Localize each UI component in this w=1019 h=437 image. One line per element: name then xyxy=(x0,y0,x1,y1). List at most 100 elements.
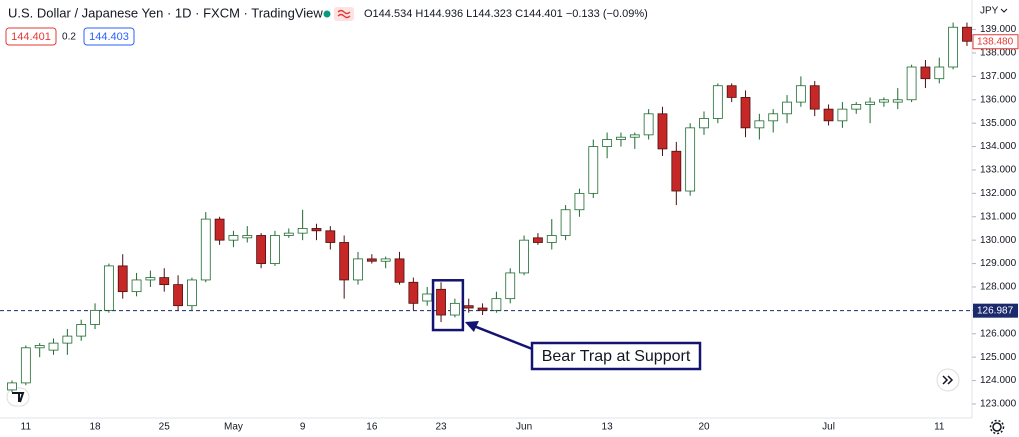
candle-body xyxy=(962,26,972,42)
x-tick-label: 20 xyxy=(698,422,710,433)
y-tick-label: 126.000 xyxy=(980,328,1017,339)
candle-body xyxy=(726,85,737,98)
ask-price[interactable]: 144.403 xyxy=(89,31,129,43)
candle-body xyxy=(671,150,682,192)
candle-body xyxy=(795,85,806,103)
candle-body xyxy=(740,97,751,129)
x-tick-label: 11 xyxy=(934,422,945,433)
y-tick-label: 133.000 xyxy=(980,165,1017,176)
y-tick-label: 131.000 xyxy=(980,211,1017,222)
y-tick-label: 135.000 xyxy=(980,118,1017,129)
candle-body xyxy=(103,265,114,311)
status-badge xyxy=(334,7,354,21)
candle-body xyxy=(117,265,128,293)
candle-body xyxy=(380,258,391,262)
x-tick-label: 11 xyxy=(21,422,32,433)
ohlc-text: O144.534 H144.936 L144.323 C144.401 −0.1… xyxy=(364,8,648,20)
candle-body xyxy=(533,237,543,243)
scroll-button[interactable] xyxy=(936,368,960,392)
candle-body xyxy=(131,279,142,293)
candle-body xyxy=(505,272,516,300)
candle-body xyxy=(214,218,225,241)
x-tick-label: 13 xyxy=(602,422,614,433)
status-icon xyxy=(337,9,351,19)
candle-body xyxy=(270,235,280,264)
chart-title: U.S. Dollar / Japanese Yen · 1D · FXCM ·… xyxy=(8,5,323,20)
candle-body xyxy=(837,108,848,122)
hline-price-label: 126.987 xyxy=(977,305,1014,316)
candle-body xyxy=(200,218,211,281)
y-tick-label: 138.000 xyxy=(980,48,1017,59)
candle-body xyxy=(325,230,336,243)
candle-body xyxy=(588,146,599,194)
x-tick-label: Jul xyxy=(822,422,835,433)
y-tick-label: 134.000 xyxy=(980,141,1017,152)
candle-body xyxy=(879,99,889,103)
highlight-box xyxy=(431,279,465,332)
settings-gear[interactable] xyxy=(989,419,1005,435)
y-tick-label: 128.000 xyxy=(980,282,1017,293)
candle-body xyxy=(394,258,405,283)
y-tick-label: 123.000 xyxy=(980,399,1017,410)
y-tick-label: 136.000 xyxy=(980,94,1017,105)
candle-body xyxy=(823,108,834,122)
y-tick-label: 124.000 xyxy=(980,375,1017,386)
candle-body xyxy=(712,85,723,119)
y-tick-label: 132.000 xyxy=(980,188,1017,199)
currency-caret[interactable] xyxy=(1000,8,1008,13)
candle-body xyxy=(519,239,529,274)
bid-price[interactable]: 144.401 xyxy=(11,31,51,43)
candle-body xyxy=(657,113,668,150)
candle-body xyxy=(699,118,709,129)
candle-body xyxy=(353,258,363,281)
candle-body xyxy=(948,26,959,68)
status-dot xyxy=(323,10,331,18)
candle-body xyxy=(574,192,585,211)
candle-body xyxy=(892,99,903,103)
candle-body xyxy=(560,209,571,236)
x-tick-label: 23 xyxy=(435,422,447,433)
candle-body xyxy=(449,302,460,316)
candle-body xyxy=(851,104,862,110)
candle-body xyxy=(934,66,945,80)
candle-body xyxy=(408,281,419,304)
candle-body xyxy=(173,284,183,307)
candle-body xyxy=(159,277,170,286)
candle-body xyxy=(242,235,253,239)
candle-body xyxy=(7,382,17,391)
candle-body xyxy=(865,101,875,105)
last-price-box xyxy=(972,34,1019,50)
candle-body xyxy=(546,235,557,243)
sell-box[interactable] xyxy=(5,27,57,46)
x-tick-label: 18 xyxy=(89,422,101,433)
y-tick-label: 129.000 xyxy=(980,258,1017,269)
currency[interactable]: JPY xyxy=(980,6,999,17)
hline-price-box xyxy=(973,303,1018,318)
candle-body xyxy=(629,134,640,138)
candle-body xyxy=(34,345,45,349)
candle-body xyxy=(685,127,696,192)
candle-body xyxy=(228,235,239,241)
candle-body xyxy=(366,258,377,262)
candle-body xyxy=(48,342,59,351)
arrow-shaft xyxy=(468,322,541,354)
x-tick-label: 25 xyxy=(159,422,171,433)
tv-logo xyxy=(6,387,30,407)
buy-box[interactable] xyxy=(83,27,135,46)
x-tick-label: 9 xyxy=(300,422,306,433)
candle-body xyxy=(477,307,488,311)
y-tick-label: 125.000 xyxy=(980,352,1017,363)
y-tick-label: 130.000 xyxy=(980,235,1017,246)
annotation-text: Bear Trap at Support xyxy=(542,348,691,365)
candle-body xyxy=(20,347,31,384)
candle-body xyxy=(256,235,267,264)
x-tick-label: 16 xyxy=(366,422,378,433)
candle-body xyxy=(768,113,779,122)
candle-body xyxy=(283,232,294,236)
candle-body xyxy=(906,66,917,101)
y-tick-label: 139.000 xyxy=(980,24,1017,35)
y-tick-label: 137.000 xyxy=(980,71,1017,82)
candle-body xyxy=(297,228,308,234)
candle-body xyxy=(602,139,613,147)
